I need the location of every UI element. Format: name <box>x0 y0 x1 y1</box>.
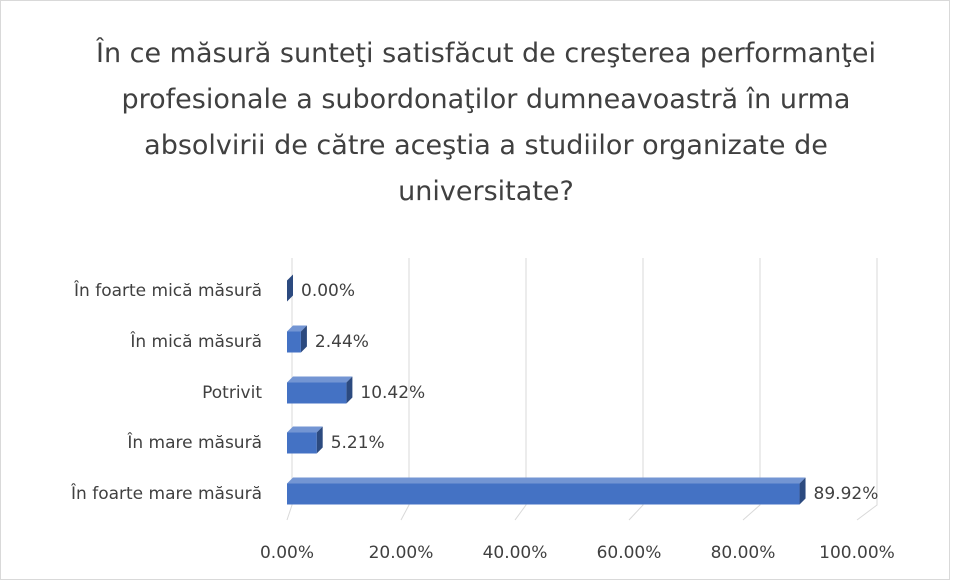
bar-front <box>287 483 800 505</box>
bar-top <box>287 477 806 484</box>
grid-line <box>400 258 410 521</box>
bar-front <box>287 331 301 353</box>
data-label: 10.42% <box>360 383 425 403</box>
grid-line <box>742 258 761 521</box>
x-tick-label: 40.00% <box>483 543 548 563</box>
bar-top <box>287 376 353 383</box>
data-label: 2.44% <box>315 332 369 352</box>
grid-line <box>856 258 878 521</box>
x-tick-label: 20.00% <box>369 543 434 563</box>
y-tick-label: În mică măsură <box>129 330 262 352</box>
x-tick-label: 100.00% <box>819 543 895 563</box>
y-tick-label: În foarte mică măsură <box>73 279 262 301</box>
x-tick-label: 0.00% <box>260 543 314 563</box>
x-tick-label: 60.00% <box>597 543 662 563</box>
x-tick-label: 80.00% <box>711 543 776 563</box>
bar <box>287 274 293 302</box>
y-tick-label: Potrivit <box>202 383 262 403</box>
chart-title: În ce măsură sunteţi satisfăcut de creşt… <box>95 38 877 207</box>
bar-front <box>287 432 317 454</box>
bar-top <box>287 426 323 433</box>
data-label: 5.21% <box>331 433 385 453</box>
bar-side <box>799 477 806 505</box>
bar-side <box>316 426 323 454</box>
bar-top <box>287 325 307 332</box>
y-tick-label: În foarte mare măsură <box>70 482 262 504</box>
bar-front <box>287 382 347 404</box>
bar <box>287 426 323 454</box>
data-label: 89.92% <box>814 484 879 504</box>
data-label: 0.00% <box>301 281 355 301</box>
grid-line <box>628 258 644 521</box>
grid-line <box>514 258 527 521</box>
bar <box>287 477 806 505</box>
bar <box>287 325 307 353</box>
y-tick-label: În mare măsură <box>126 431 262 453</box>
bar-side <box>346 376 353 404</box>
bar <box>287 376 353 404</box>
bar-side <box>300 325 307 353</box>
bar-side <box>287 274 293 302</box>
